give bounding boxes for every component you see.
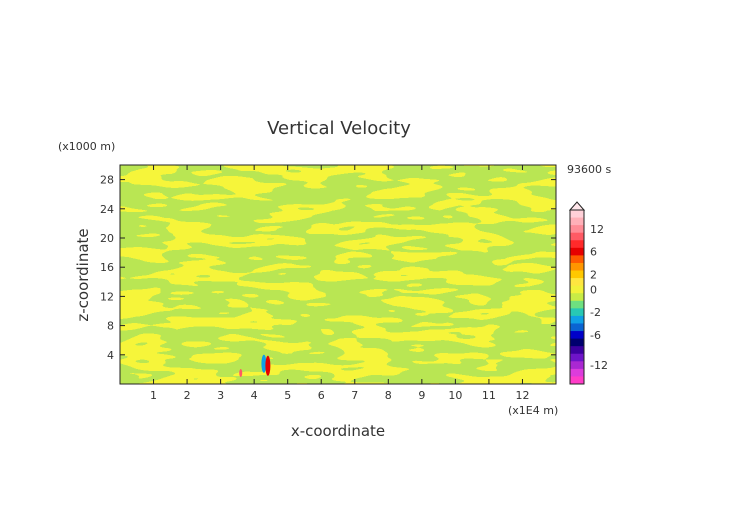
colorbar-tick-label: 12	[590, 223, 604, 236]
plot-frame	[119, 164, 557, 385]
colorbar-bin	[570, 338, 584, 347]
x-axis: 1 2 3 4 5 6 7 8 9 10 11 12	[150, 165, 529, 402]
velocity-anomaly	[239, 354, 271, 378]
colorbar-bin	[570, 225, 584, 234]
colorbar-bin	[570, 300, 584, 309]
x-tick-label: 1	[150, 389, 157, 402]
x-tick-label: 5	[284, 389, 291, 402]
colorbar-tick-label: 2	[590, 268, 597, 281]
colorbar-bin	[570, 270, 584, 279]
x-tick-label: 10	[448, 389, 462, 402]
colorbar-bin	[570, 376, 584, 385]
colorbar-bin	[570, 331, 584, 340]
y-unit-label: (x1000 m)	[58, 140, 115, 153]
y-tick-label: 28	[100, 174, 114, 187]
colorbar-bin	[570, 262, 584, 271]
colorbar-bin	[570, 217, 584, 226]
colorbar-tick-label: -12	[590, 359, 608, 372]
colorbar-bin	[570, 247, 584, 256]
colorbar-bin	[570, 353, 584, 362]
colorbar-bin	[570, 323, 584, 332]
chart-title: Vertical Velocity	[267, 118, 411, 139]
plot-area	[120, 165, 556, 384]
y-tick-label: 8	[107, 320, 114, 333]
y-axis: 4 8 12 16 20 24 28	[100, 174, 556, 362]
colorbar-tick-label: -2	[590, 306, 601, 319]
field-negative-bands	[120, 165, 556, 384]
colorbar-frame	[569, 209, 585, 385]
colorbar-bin	[570, 240, 584, 249]
colorbar-tick-label: -6	[590, 329, 601, 342]
colorbar-tick-label: 0	[590, 283, 597, 296]
y-tick-label: 16	[100, 261, 114, 274]
x-tick-label: 2	[184, 389, 191, 402]
x-tick-label: 7	[351, 389, 358, 402]
colorbar-bin	[570, 285, 584, 294]
x-tick-label: 12	[515, 389, 529, 402]
x-tick-label: 9	[418, 389, 425, 402]
colorbar-extend-arrow	[568, 201, 586, 211]
anomaly-small-cell	[239, 369, 243, 378]
x-tick-label: 4	[251, 389, 258, 402]
y-tick-label: 4	[107, 349, 114, 362]
y-tick-label: 24	[100, 203, 114, 216]
colorbar-bin	[570, 315, 584, 324]
colorbar-bin	[570, 210, 584, 218]
x-tick-label: 11	[482, 389, 496, 402]
colorbar-tick-label: 6	[590, 246, 597, 259]
time-label: 93600 s	[567, 163, 611, 176]
y-tick-label: 20	[100, 232, 114, 245]
y-axis-label: z-coordinate	[74, 228, 92, 321]
colorbar-bin	[570, 278, 584, 287]
colorbar-bin	[570, 308, 584, 317]
y-tick-label: 12	[100, 290, 114, 303]
anomaly-positive-cell	[265, 355, 271, 376]
anomaly-negative-cell	[261, 354, 267, 373]
colorbar-bin	[570, 368, 584, 377]
x-axis-unit: (x1E4 m)	[508, 404, 558, 417]
colorbar-bin	[570, 293, 584, 302]
colorbar: 12 6 2 0 -2 -6 -12	[568, 201, 608, 385]
x-axis-label: x-coordinate	[291, 422, 385, 440]
colorbar-bin	[570, 232, 584, 241]
x-tick-label: 8	[385, 389, 392, 402]
colorbar-bin	[570, 255, 584, 264]
x-tick-label: 3	[217, 389, 224, 402]
x-tick-label: 6	[318, 389, 325, 402]
colorbar-bin	[570, 346, 584, 355]
colorbar-bin	[570, 361, 584, 370]
